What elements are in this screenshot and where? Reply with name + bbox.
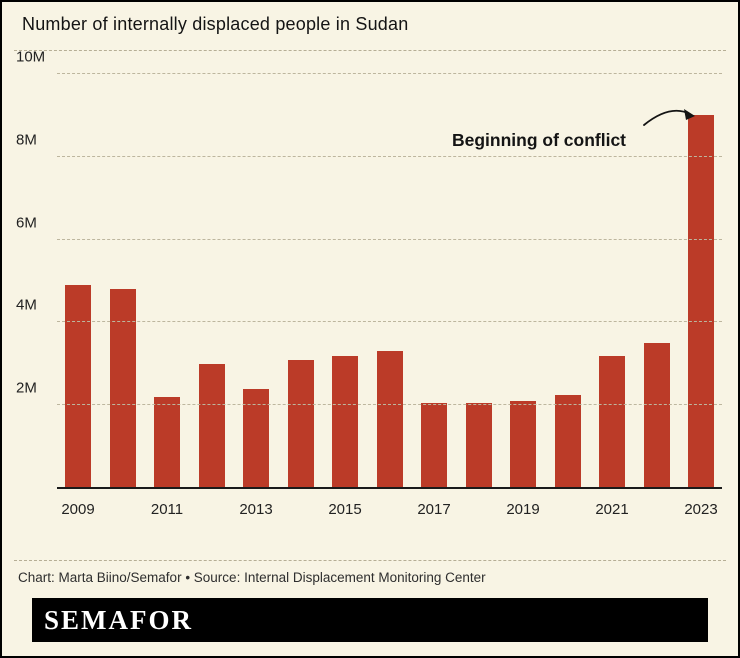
footer-divider: [14, 560, 726, 561]
bar-column-2020: [554, 74, 581, 488]
bar-2019: [510, 401, 536, 488]
bar-2023: [688, 115, 714, 488]
x-tick-label: 2011: [150, 501, 184, 518]
gridline: [57, 73, 722, 74]
bar-column-2016: [376, 74, 403, 488]
bar-2020: [554, 394, 581, 488]
bar-2016: [376, 351, 403, 488]
bar-column-2023: 2023: [684, 74, 718, 518]
bar-2018: [465, 403, 492, 488]
bar-column-2011: 2011: [151, 74, 183, 518]
bar-2014: [287, 359, 314, 488]
bar-column-2014: [287, 74, 314, 488]
y-tick-label: 6M: [16, 214, 37, 232]
x-tick-label: 2017: [417, 501, 451, 518]
chart-title: Number of internally displaced people in…: [22, 14, 409, 34]
arrow-icon: [643, 109, 695, 126]
bar-column-2010: [109, 74, 136, 488]
y-tick-label: 4M: [16, 296, 37, 314]
bar-column-2018: [465, 74, 492, 488]
bar-2017: [421, 403, 447, 488]
bar-column-2013: 2013: [239, 74, 273, 518]
bar-column-2022: [643, 74, 670, 488]
bar-2012: [198, 363, 225, 488]
bar-column-2019: 2019: [506, 74, 540, 518]
annotation-label: Beginning of conflict: [452, 130, 627, 150]
y-tick-label: 2M: [16, 379, 37, 397]
title-divider: [14, 50, 726, 51]
bar-2022: [643, 343, 670, 488]
gridline: [57, 155, 722, 157]
bar-2021: [599, 355, 625, 488]
y-tick-label: 8M: [16, 131, 37, 149]
bars-container: 2009 2011 2013 2015 2017 2019 2021 2023: [61, 74, 718, 518]
x-tick-label: 2019: [506, 501, 540, 518]
chart-credit: Chart: Marta Biino/Semafor • Source: Int…: [18, 570, 486, 585]
bar-column-2015: 2015: [328, 74, 362, 518]
x-tick-label: 2015: [328, 501, 362, 518]
x-tick-label: 2009: [61, 501, 95, 518]
gridline: [57, 404, 722, 406]
x-axis-baseline: [57, 487, 722, 489]
bar-2009: [65, 285, 91, 488]
plot-area: 2009 2011 2013 2015 2017 2019 2021 2023 2M 4M 6M 8…: [16, 49, 722, 518]
x-tick-label: 2013: [239, 501, 273, 518]
x-tick-label: 2021: [595, 501, 629, 518]
semafor-logo: SEMAFOR: [44, 604, 193, 635]
gridline: [57, 238, 722, 240]
bar-2015: [332, 355, 358, 488]
bar-2010: [109, 289, 136, 488]
gridline: [57, 321, 722, 323]
bar-column-2009: 2009: [61, 74, 95, 518]
bar-column-2017: 2017: [417, 74, 451, 518]
bar-2011: [154, 396, 180, 488]
y-tick-label: 10M: [16, 48, 46, 66]
bar-column-2021: 2021: [595, 74, 629, 518]
logo-bar: SEMAFOR: [32, 598, 708, 642]
x-tick-label: 2023: [684, 501, 718, 518]
bar-column-2012: [198, 74, 225, 488]
